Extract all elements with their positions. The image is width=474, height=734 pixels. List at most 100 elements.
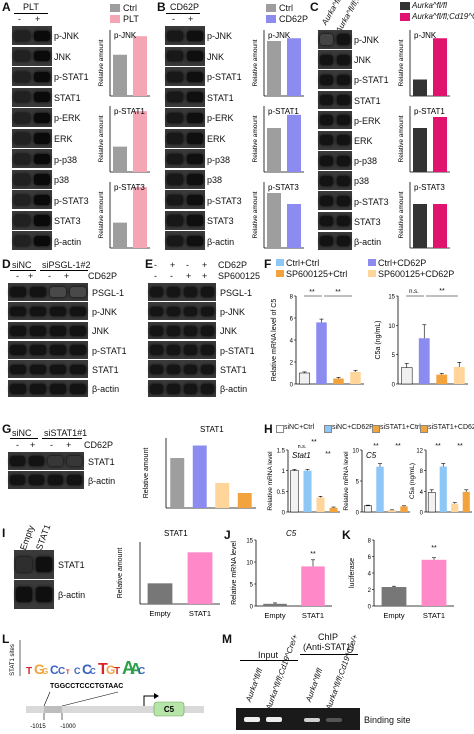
panel-d-group-2: siPSGL-1#2 xyxy=(42,260,91,270)
panel-m-input-line xyxy=(240,660,298,661)
blot-band xyxy=(320,216,333,227)
panel-e-row2-lane-4: + xyxy=(202,271,208,281)
blot-band xyxy=(10,287,26,297)
bar xyxy=(303,470,312,512)
blot-band xyxy=(10,383,26,394)
blot-band xyxy=(337,115,350,126)
blot-band xyxy=(10,456,25,466)
blot-band-label: β-actin xyxy=(220,384,248,395)
chart-title: p-JNK xyxy=(414,31,437,40)
blot-band xyxy=(167,364,180,375)
y-tick-label: 4 xyxy=(368,572,372,578)
panel-d-lane-3: - xyxy=(48,271,51,281)
panel-g-lane-3: - xyxy=(50,440,53,450)
blot-row-1 xyxy=(318,50,352,69)
bar xyxy=(170,458,185,508)
panel-b-band-labels: p-JNK JNK p-STAT1 STAT1 p-ERK ERK p-p38 p38 p-ST… xyxy=(205,26,249,252)
y-axis-label: Relative amount xyxy=(98,191,105,238)
blot-band-label: STAT1 xyxy=(92,365,119,375)
bar xyxy=(267,193,281,248)
panel-a-legend-plt: PLT xyxy=(123,14,139,24)
blot-band xyxy=(337,74,350,85)
blot-band xyxy=(187,215,203,226)
panel-f-charts: 0 2 4 6 8 Relative mRNA level of C5 ** ** 0 5 10 15… xyxy=(271,288,468,389)
significance-label: ** xyxy=(395,443,401,450)
panel-h-legend: siNC+Ctrl siNC+CD62P siSTAT1+Ctrl siSTAT1+C… xyxy=(276,423,474,435)
blot-row-7 xyxy=(318,171,352,190)
blot-band-label: p38 xyxy=(354,176,370,187)
blot-band xyxy=(337,195,350,206)
blot-band-label: p-STAT1 xyxy=(92,345,127,356)
blot-band xyxy=(337,135,350,146)
panel-c-charts: p-JNK Relative amount p-STAT1 Relative amou… xyxy=(398,30,450,249)
blot-band-label: STAT1 xyxy=(58,560,85,570)
blot-band xyxy=(34,153,50,165)
panel-b-lane-2: + xyxy=(188,14,194,24)
bar xyxy=(187,552,213,604)
bar xyxy=(453,366,465,384)
panel-m-chip-sub: (Anti-STAT1) xyxy=(303,642,355,652)
y-tick-label: 1 xyxy=(282,469,286,475)
x-tick-label: Empty xyxy=(383,611,405,620)
y-tick-label: 0 xyxy=(282,511,286,517)
bar xyxy=(133,111,147,172)
panel-b-header-line xyxy=(166,13,200,14)
panel-c-legend-aurka: Aurka^fl/fl xyxy=(412,1,447,10)
chart-title: p-STAT1 xyxy=(414,107,445,116)
blot-band xyxy=(184,306,197,317)
legend-swatch xyxy=(276,425,284,433)
motif-letter: C xyxy=(58,666,65,677)
panel-d-group-1: siNC xyxy=(12,260,32,270)
y-tick-label: 10 xyxy=(352,449,359,455)
chart-title: p-STAT1 xyxy=(268,107,299,116)
blot-band xyxy=(70,345,86,355)
panel-e-row2-lane-3: + xyxy=(186,271,192,281)
blot-band xyxy=(34,133,50,144)
blot-band xyxy=(50,345,66,355)
panel-m-chip-title: ChIP xyxy=(318,632,339,642)
panel-e-treatment-1: CD62P xyxy=(218,260,248,270)
bar xyxy=(413,128,427,172)
panel-c-band-labels: p-JNK JNK p-STAT1 STAT1 p-ERK ERK p-p38 p38 p-ST… xyxy=(352,30,396,252)
blot-band xyxy=(201,383,214,394)
chart-title: C5 xyxy=(286,529,297,538)
bar xyxy=(113,222,127,248)
panel-a-legend-swatch-plt xyxy=(110,15,120,23)
blot-band xyxy=(30,325,46,336)
blot-row-5 xyxy=(148,379,216,398)
blot-row-8 xyxy=(165,190,205,210)
bar xyxy=(287,38,301,96)
panel-d-lane-2: + xyxy=(28,271,34,281)
blot-band xyxy=(187,30,203,41)
panel-a-charts: p-JNK Relative amount p-STAT1 Relative amou… xyxy=(98,30,150,249)
blot-row-6 xyxy=(165,149,205,169)
bar xyxy=(418,338,430,384)
blot-row-3 xyxy=(318,90,352,110)
blot-row-1 xyxy=(8,302,88,321)
blot-band-label: STAT3 xyxy=(354,216,381,227)
bar xyxy=(462,491,470,512)
blot-band xyxy=(167,194,183,206)
blot-band-label: β-actin xyxy=(88,475,116,486)
significance-label: ** xyxy=(335,289,341,296)
blot-band xyxy=(150,306,163,317)
y-tick-label: 5 xyxy=(392,353,396,359)
y-axis-label: Relative mRNA level of C5 xyxy=(271,299,278,382)
bar xyxy=(215,483,230,508)
bar xyxy=(133,187,147,248)
y-axis-label: Relative amount xyxy=(117,548,124,599)
blot-band xyxy=(70,287,86,297)
blot-band-label: STAT1 xyxy=(220,365,247,375)
tss-arrow xyxy=(143,695,154,706)
blot-band-label: JNK xyxy=(220,326,238,337)
motif-letter: T xyxy=(26,666,32,677)
panel-j-chart: 0 5 10 15 C5 Relative mRNA level ** Empty STAT1 xyxy=(231,529,332,620)
blot-band xyxy=(10,306,26,317)
blot-row-5 xyxy=(318,130,352,150)
blot-band-label: p-p38 xyxy=(54,154,78,165)
blot-band-label: p-ERK xyxy=(54,113,81,124)
y-tick-label: 10 xyxy=(246,561,253,567)
y-tick-label: 0 xyxy=(356,511,360,517)
blot-band xyxy=(14,92,30,103)
y-tick-label: 0 xyxy=(250,605,254,611)
